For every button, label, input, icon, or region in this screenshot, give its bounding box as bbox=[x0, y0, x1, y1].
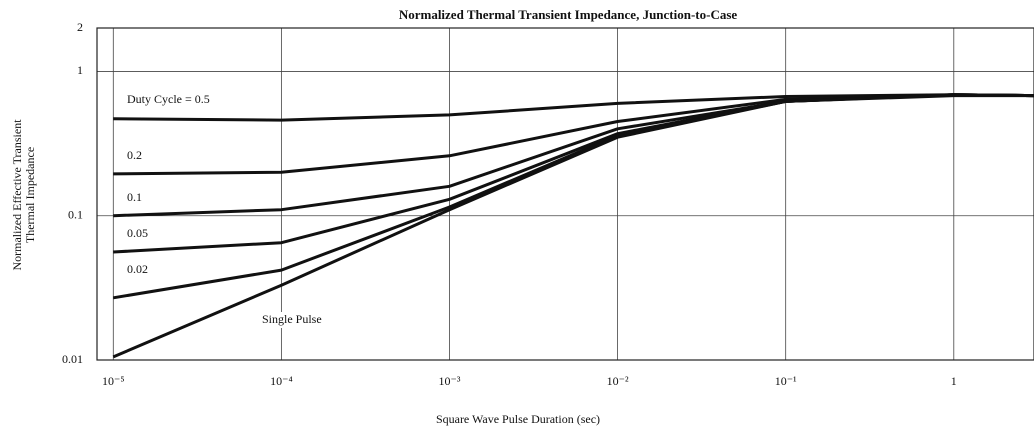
label-bg bbox=[124, 148, 145, 164]
series-label: 0.05 bbox=[127, 226, 148, 240]
curve bbox=[113, 93, 1034, 300]
y-tick-label: 0.01 bbox=[62, 352, 83, 366]
y-tick-label: 1 bbox=[77, 63, 83, 77]
plot-frame bbox=[96, 27, 1034, 361]
x-tick-label: 10⁻³ bbox=[439, 374, 461, 388]
x-tick-label: 10⁻¹ bbox=[775, 374, 797, 388]
x-tick-label: 1 bbox=[951, 374, 957, 388]
x-tick-label: 10⁻⁵ bbox=[102, 374, 125, 388]
label-bg bbox=[124, 190, 145, 206]
y-tick-label: 2 bbox=[77, 20, 83, 34]
curve bbox=[112, 94, 1034, 359]
label-bg bbox=[124, 226, 151, 242]
label-bg bbox=[124, 262, 151, 278]
x-tick-label: 10⁻⁴ bbox=[270, 374, 293, 388]
series-label: 0.1 bbox=[127, 190, 142, 204]
series-label: 0.02 bbox=[127, 262, 148, 276]
y-axis-label: Normalized Effective Transient bbox=[10, 119, 24, 271]
series-label: Duty Cycle = 0.5 bbox=[127, 92, 210, 106]
x-tick-label: 10⁻² bbox=[607, 374, 629, 388]
label-bg bbox=[124, 92, 213, 108]
series-label: Single Pulse bbox=[262, 312, 322, 326]
chart-title: Normalized Thermal Transient Impedance, … bbox=[399, 7, 738, 22]
series-label: 0.2 bbox=[127, 148, 142, 162]
label-bg bbox=[259, 312, 325, 328]
y-axis-label: Thermal Impedance bbox=[23, 147, 37, 243]
x-axis-label: Square Wave Pulse Duration (sec) bbox=[436, 412, 600, 426]
y-tick-label: 0.1 bbox=[68, 207, 83, 221]
